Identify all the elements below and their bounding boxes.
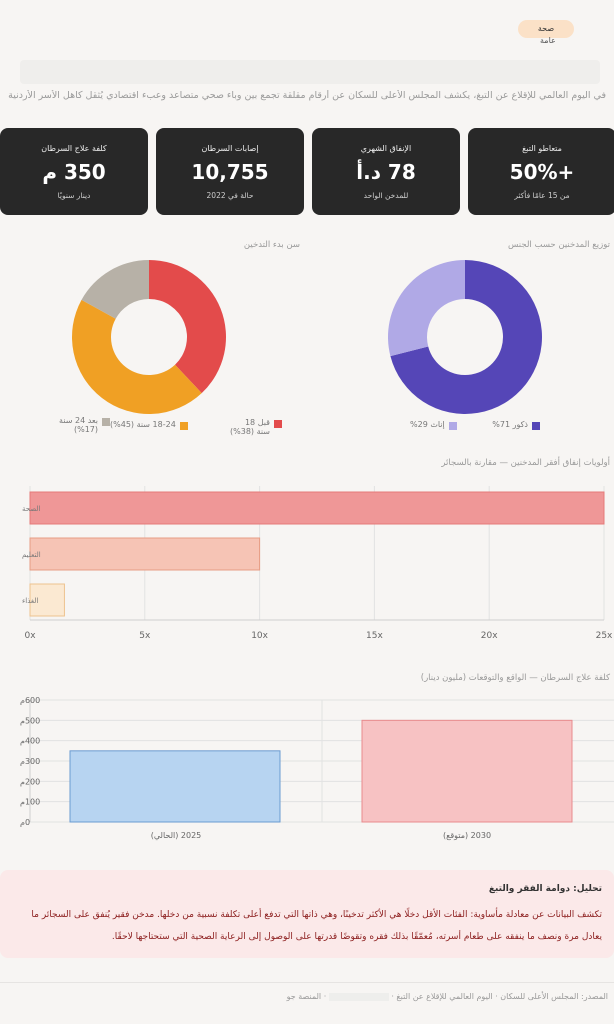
footer-link-placeholder[interactable] — [328, 992, 389, 1001]
spending-chart-title: أولويات إنفاق أفقر المدخنين — مقارنة بال… — [441, 458, 610, 468]
stat-value: 350 م — [42, 160, 106, 184]
stat-card-monthly-spend: الإنفاق الشهري 78 د.أ للمدخن الواحد — [312, 128, 460, 215]
bar-0 — [69, 750, 281, 823]
legend-swatch-under18 — [274, 420, 282, 428]
legend-over24: بعد 24 سنة (17%) — [58, 416, 110, 434]
x-category-label: 2025 (الحالي) — [151, 831, 202, 840]
donut-slice-under18 — [149, 260, 226, 394]
donut-slice-18-24 — [72, 299, 202, 414]
analysis-body: تكشف البيانات عن معادلة مأساوية: الفئات … — [31, 910, 602, 942]
x-category-label: 2030 (متوقع) — [443, 831, 491, 840]
legend-label: ذكور 71% — [492, 420, 528, 429]
age-donut-chart — [72, 260, 226, 414]
bar-2 — [29, 583, 65, 617]
legend-label: 18-24 سنة (45%) — [110, 420, 176, 429]
legend-label: بعد 24 سنة (17%) — [59, 416, 98, 434]
intro-text: في اليوم العالمي للإقلاع عن التبغ، يكشف … — [8, 90, 606, 101]
donut-slice-over24 — [81, 260, 149, 319]
faded-headline — [20, 60, 600, 84]
age-chart-title: سن بدء التدخين — [243, 240, 300, 250]
footer-source-text: المصدر: المجلس الأعلى للسكان · اليوم الع… — [388, 992, 608, 1001]
y-tick-label: 0م — [20, 818, 30, 827]
footer-platform: · المنصة جو — [286, 992, 327, 1001]
x-tick-label: 10x — [251, 631, 268, 641]
bar-1 — [361, 719, 573, 823]
legend-swatch-female — [448, 422, 457, 430]
stat-value: 10,755 — [191, 160, 269, 184]
x-tick-label: 25x — [596, 631, 613, 641]
analysis-heading: تحليل: دوامة الفقر والتبغ — [488, 884, 602, 894]
y-category-label: الصحة — [22, 505, 40, 513]
legend-label: إناث 29% — [410, 420, 445, 429]
legend-swatch-over24 — [102, 418, 110, 426]
gender-chart-title: توزيع المدخنين حسب الجنس — [507, 240, 610, 250]
y-category-label: التعليم — [22, 551, 41, 559]
legend-swatch-18-24 — [179, 422, 188, 430]
stat-card-cancer-cost: كلفة علاج السرطان 350 م دينار سنويًا — [0, 128, 148, 215]
stat-label: كلفة علاج السرطان — [41, 144, 107, 153]
footer-source: المصدر: المجلس الأعلى للسكان · اليوم الع… — [287, 992, 608, 1001]
x-tick-label: 0x — [24, 631, 36, 641]
stat-value: +50% — [509, 160, 575, 184]
stat-sub: دينار سنويًا — [57, 191, 91, 200]
category-badge: صحة — [518, 20, 574, 38]
legend-swatch-male — [532, 422, 540, 430]
cost-chart-title: كلفة علاج السرطان — الواقع والتوقعات (مل… — [420, 673, 610, 683]
gender-donut-chart — [388, 260, 542, 414]
legend-male: ذكور 71% — [488, 420, 540, 430]
stat-label: إصابات السرطان — [201, 144, 259, 153]
stat-label: الإنفاق الشهري — [360, 144, 412, 153]
donut-slice-female — [388, 260, 465, 357]
stat-card-cancer-cases: إصابات السرطان 10,755 حالة في 2022 — [156, 128, 304, 215]
stat-value: 78 د.أ — [356, 160, 416, 184]
x-tick-label: 20x — [481, 631, 498, 641]
stat-sub: من 15 عامًا فأكثر — [514, 191, 570, 200]
analysis-box: تحليل: دوامة الفقر والتبغ تكشف البيانات … — [0, 870, 614, 958]
stat-sub: للمدخن الواحد — [363, 191, 409, 200]
legend-label: قبل 18 سنة (38%) — [230, 418, 270, 436]
category-badge-sub: عامة — [540, 36, 556, 45]
bar-1 — [29, 537, 261, 571]
stat-sub: حالة في 2022 — [206, 191, 254, 200]
x-tick-label: 5x — [139, 631, 151, 641]
stat-card-tobacco-users: متعاطو التبغ +50% من 15 عامًا فأكثر — [468, 128, 614, 215]
footer-divider — [0, 982, 614, 983]
spending-bar-chart: 0x 5x 10x 15x 20x 25x الصحة التعليم الغذاء — [22, 486, 613, 641]
y-category-label: الغذاء — [22, 597, 38, 605]
legend-female: إناث 29% — [410, 420, 457, 430]
stat-label: متعاطو التبغ — [522, 144, 562, 153]
bar-0 — [29, 491, 605, 525]
legend-under18: قبل 18 سنة (38%) — [230, 418, 282, 436]
donut-slice-male — [390, 260, 542, 414]
x-tick-label: 15x — [366, 631, 383, 641]
legend-18-24: 18-24 سنة (45%) — [110, 420, 188, 430]
